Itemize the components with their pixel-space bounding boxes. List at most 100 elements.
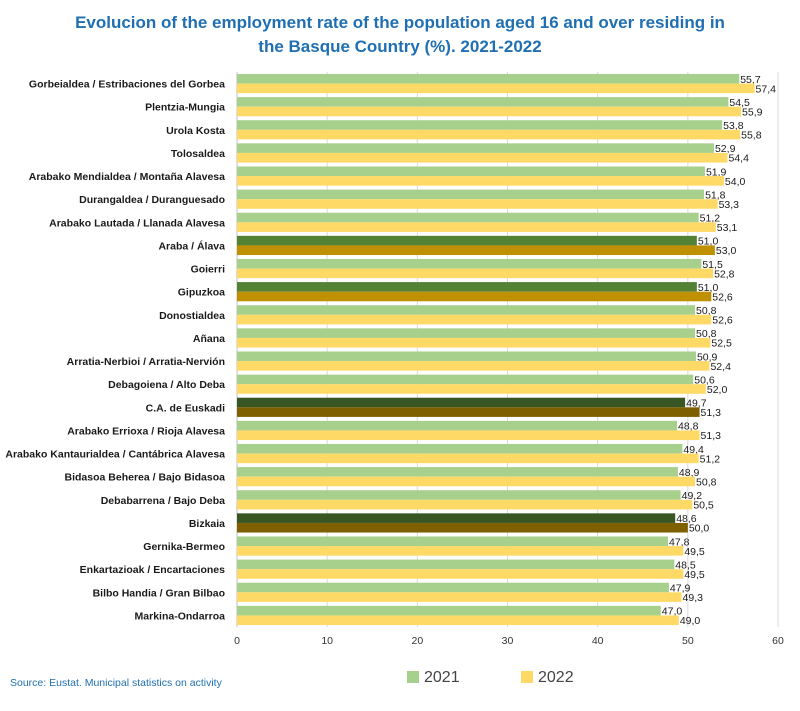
category-label: Donostialdea [159, 310, 225, 322]
value-label-2021: 50,6 [694, 374, 715, 386]
bar-2022 [237, 337, 711, 348]
bar-2022 [237, 199, 718, 209]
legend-label-2022: 2022 [538, 669, 574, 686]
category-label: Bidasoa Beherea / Bajo Bidasoa [65, 472, 226, 484]
chart-title-line-2: the Basque Country (%). 2021-2022 [258, 37, 541, 56]
value-label-2021: 49,4 [683, 444, 704, 456]
bar-2022 [237, 361, 710, 371]
bar-2021 [237, 582, 669, 593]
legend: 2021 2022 [407, 669, 574, 686]
bar-2022 [237, 106, 742, 117]
value-label-2022: 52,6 [712, 291, 733, 303]
category-label: Enkartazioak / Encartaciones [80, 564, 225, 576]
value-label-2021: 55,7 [740, 74, 761, 86]
value-label-2021: 53,8 [723, 120, 744, 132]
bar-2022 [237, 83, 755, 94]
value-label-2022: 54,4 [729, 153, 750, 165]
bar-2022 [237, 569, 684, 579]
value-label-2021: 50,9 [697, 351, 718, 363]
bar-2021 [237, 420, 678, 431]
bar-2022 [237, 222, 716, 232]
value-label-2021: 49,2 [682, 490, 703, 502]
category-label: Gernika-Bermeo [143, 541, 225, 553]
category-label: Debagoiena / Alto Deba [108, 379, 225, 391]
bar-2022 [237, 291, 712, 302]
chart-title-line-1: Evolucion of the employment rate of the … [75, 13, 725, 32]
value-label-2021: 48,5 [675, 559, 696, 571]
value-label-2022: 53,3 [719, 199, 740, 211]
bar-2021 [237, 374, 694, 385]
value-label-2022: 54,0 [725, 176, 746, 188]
bar-2022 [237, 546, 684, 556]
x-tick-label: 10 [321, 635, 333, 647]
value-label-2021: 47,8 [669, 536, 690, 548]
bar-2021 [237, 97, 729, 107]
category-label: Bilbo Handia / Gran Bilbao [93, 587, 225, 599]
x-tick-label: 0 [234, 635, 240, 647]
category-label: Tolosaldea [171, 148, 225, 160]
bar-2021 [237, 305, 696, 315]
value-label-2021: 54,5 [729, 97, 750, 109]
bar-2021 [237, 73, 740, 84]
bar-2021 [237, 536, 668, 547]
value-label-2021: 51,0 [698, 282, 719, 294]
bar-2021 [237, 258, 702, 269]
category-label: Goierri [191, 264, 226, 276]
category-label: Arratia-Nerbioi / Arratia-Nervión [67, 356, 225, 368]
value-label-2022: 52,0 [707, 384, 728, 396]
value-label-2021: 51,9 [706, 166, 727, 178]
value-label-2022: 50,5 [693, 500, 714, 512]
value-label-2022: 55,9 [742, 106, 763, 118]
value-label-2022: 55,8 [741, 130, 762, 142]
x-tick-label: 30 [502, 635, 514, 647]
value-label-2022: 57,4 [756, 83, 777, 95]
bar-2022 [237, 129, 741, 140]
value-label-2021: 50,8 [696, 328, 717, 340]
bar-2022 [237, 176, 724, 186]
value-label-2022: 52,4 [710, 361, 731, 373]
bar-2022 [237, 152, 728, 163]
category-label: Durangaldea / Duranguesado [79, 194, 225, 206]
value-label-2021: 51,5 [702, 259, 723, 271]
bar-2021 [237, 282, 697, 292]
x-tick-label: 20 [411, 635, 423, 647]
bar-2022 [237, 453, 699, 464]
legend-swatch-2022 [521, 671, 533, 683]
value-label-2021: 47,9 [670, 583, 691, 595]
value-label-2022: 51,2 [700, 453, 721, 465]
category-label: Añana [193, 333, 225, 345]
bar-2021 [237, 189, 705, 200]
bar-2022 [237, 268, 714, 279]
value-label-2022: 53,1 [717, 222, 738, 234]
category-label: Arabako Errioxa / Rioja Alavesa [67, 425, 225, 437]
value-label-2022: 51,3 [701, 430, 722, 442]
value-label-2022: 49,0 [680, 615, 701, 627]
category-label: Markina-Ondarroa [135, 610, 226, 622]
x-axis-ticks: 0 10 20 30 40 50 60 [234, 635, 784, 647]
value-label-2021: 49,7 [686, 398, 707, 410]
category-label: Plentzia-Mungia [145, 102, 225, 114]
bar-2022 [237, 314, 712, 325]
x-tick-label: 60 [772, 635, 784, 647]
bar-2021 [237, 397, 686, 408]
category-label: Bizkaia [189, 518, 225, 530]
bar-2021 [237, 467, 678, 477]
bar-2022 [237, 615, 679, 626]
category-label: Arabako Lautada / Llanada Alavesa [49, 217, 225, 229]
value-label-2022: 52,5 [711, 338, 732, 350]
value-label-2021: 47,0 [662, 606, 683, 618]
bar-2021 [237, 120, 723, 130]
bar-2021 [237, 490, 681, 500]
value-label-2021: 52,9 [715, 143, 736, 155]
value-label-2021: 48,8 [678, 421, 699, 433]
category-label: Gorbeialdea / Estribaciones del Gorbea [29, 79, 225, 91]
legend-swatch-2021 [407, 671, 419, 683]
bar-2021 [237, 143, 714, 153]
bar-2022 [237, 430, 700, 441]
bar-2021 [237, 166, 705, 177]
bar-2022 [237, 522, 688, 533]
category-label: Urola Kosta [166, 125, 225, 137]
value-label-2022: 52,6 [712, 315, 733, 327]
category-labels: Gorbeialdea / Estribaciones del Gorbea Pl… [5, 79, 225, 623]
